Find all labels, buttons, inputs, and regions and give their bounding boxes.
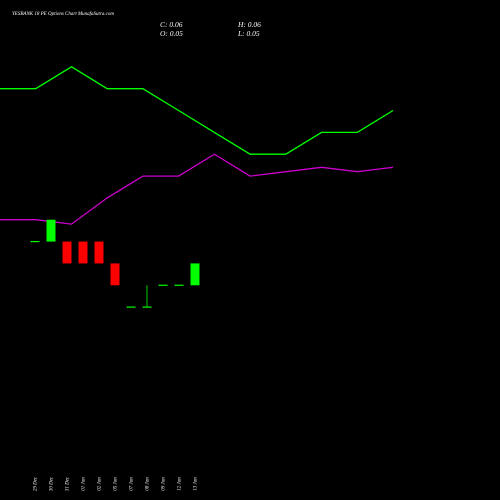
candle-body (78, 241, 88, 264)
candlesticks (30, 219, 200, 308)
candle-body (94, 241, 104, 264)
high-value: H: 0.06 (237, 20, 261, 29)
candle-body (62, 241, 72, 264)
candle-body (110, 263, 120, 286)
x-tick-label: 09 Jan (162, 477, 167, 491)
open-value: O: 0.05 (160, 29, 183, 38)
x-axis-ticks: 29 Dec 30 Dec 31 Dec 01 Jan 02 Jan 05 Jan 07 J… (34, 476, 199, 491)
close-value: C: 0.06 (160, 20, 183, 29)
candle-body (46, 219, 56, 242)
candle (94, 241, 104, 264)
x-tick-label: 07 Jan (130, 477, 135, 491)
candle (190, 263, 200, 286)
candle (110, 263, 120, 286)
x-tick-label: 29 Dec (34, 476, 39, 491)
x-tick-label: 05 Jan (114, 477, 119, 491)
candle (78, 241, 88, 264)
low-value: L: 0.05 (237, 29, 260, 38)
x-tick-label: 02 Jan (98, 477, 103, 491)
candle (142, 285, 152, 308)
x-tick-label: 13 Jan (194, 477, 199, 491)
candle (46, 219, 56, 242)
x-tick-label: 12 Jan (178, 477, 183, 491)
x-tick-label: 08 Jan (146, 477, 151, 491)
candle-body (190, 263, 200, 286)
indicator-lines (0, 66, 394, 225)
x-tick-label: 31 Dec (66, 476, 71, 491)
x-tick-label: 01 Jan (82, 477, 87, 491)
x-tick-label: 30 Dec (50, 476, 55, 491)
upper-indicator-line (0, 66, 394, 155)
chart-title: YESBANK 18 PE Options Chart MunafaSutra.… (12, 12, 114, 17)
candle (62, 241, 72, 264)
lower-indicator-line (0, 153, 394, 225)
